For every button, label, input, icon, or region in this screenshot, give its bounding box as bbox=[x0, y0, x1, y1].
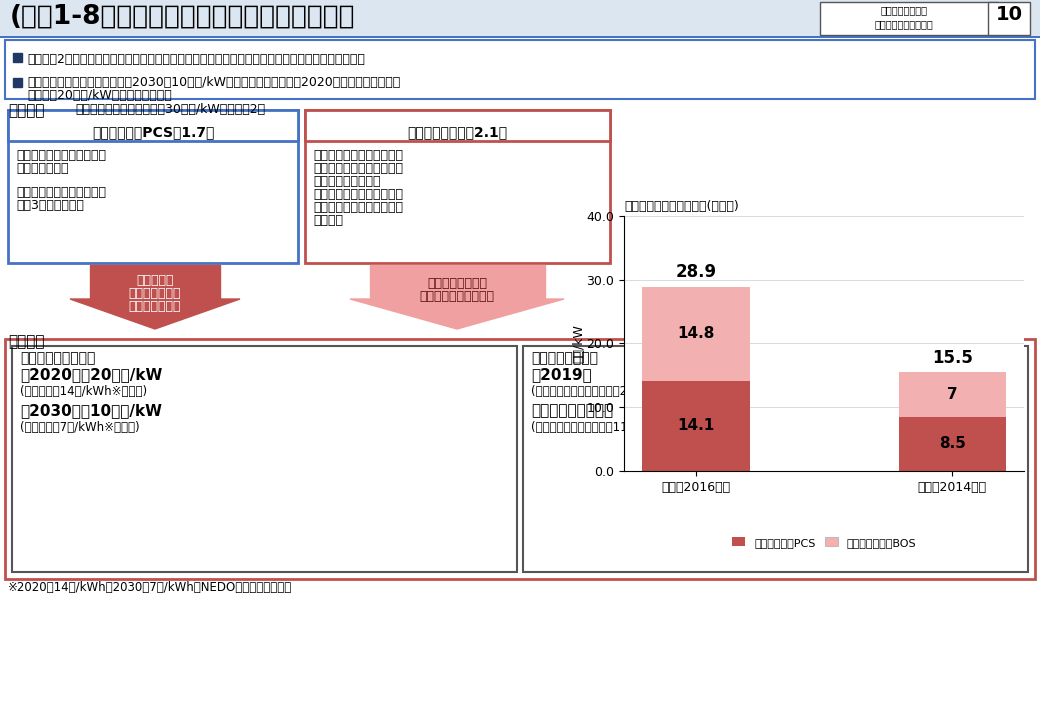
Bar bbox=[370, 265, 545, 299]
Text: 技術開発等により低減: 技術開発等により低減 bbox=[419, 290, 494, 303]
Text: 欧州の約2倍のシステム費用を大幅に引き下げ、市場価格水準をそれぞれ達成。　　　（＝自立化）: 欧州の約2倍のシステム費用を大幅に引き下げ、市場価格水準をそれぞれ達成。 （＝自… bbox=[27, 53, 365, 66]
Bar bbox=[90, 265, 220, 299]
Text: 地環境による工事・架台: 地環境による工事・架台 bbox=[313, 201, 404, 214]
Text: 費増。: 費増。 bbox=[313, 214, 343, 227]
Text: ＜住宅用太陽光＞: ＜住宅用太陽光＞ bbox=[531, 351, 598, 365]
Text: 工法等の最適化、: 工法等の最適化、 bbox=[427, 277, 487, 290]
Text: 28.9: 28.9 bbox=[675, 263, 717, 281]
Text: 30万円/kW: 30万円/kW bbox=[885, 367, 957, 382]
Text: も少なく、工法等が最適: も少なく、工法等が最適 bbox=[313, 162, 404, 175]
Text: ・住宅用は過剰な流通構造: ・住宅用は過剰な流通構造 bbox=[16, 186, 106, 199]
Y-axis label: 万円/kW: 万円/kW bbox=[572, 324, 586, 363]
Bar bbox=[305, 110, 610, 141]
Text: ・2019年: ・2019年 bbox=[531, 367, 592, 382]
Text: (売電価格が電力市場価格11円/kWh並み): (売電価格が電力市場価格11円/kWh並み) bbox=[531, 421, 683, 434]
Text: ・2020年、20万円/kW: ・2020年、20万円/kW bbox=[20, 367, 162, 382]
Text: 化されていない。: 化されていない。 bbox=[313, 175, 381, 188]
Text: ※2020年14円/kWh、2030年7円/kWhはNEDO技術開発戦略目標: ※2020年14円/kWh、2030年7円/kWhはNEDO技術開発戦略目標 bbox=[8, 581, 292, 594]
Text: ・日本特有の災害対応や土: ・日本特有の災害対応や土 bbox=[313, 188, 404, 201]
Text: 【目標】: 【目標】 bbox=[8, 334, 45, 349]
Text: い時期に20万円/kWの達成を目指す。: い時期に20万円/kWの達成を目指す。 bbox=[27, 89, 172, 102]
Polygon shape bbox=[70, 299, 240, 329]
Legend: モジュール・PCS, 工事費・架台・BOS: モジュール・PCS, 工事費・架台・BOS bbox=[728, 533, 920, 552]
Bar bbox=[988, 2, 1030, 35]
Text: ・出来るだけ早期に: ・出来るだけ早期に bbox=[531, 403, 614, 418]
Text: 7: 7 bbox=[947, 387, 958, 402]
Bar bbox=[0, 0, 1040, 36]
Bar bbox=[12, 346, 517, 572]
Text: ＜非住宅用太陽光＞: ＜非住宅用太陽光＞ bbox=[20, 351, 96, 365]
Bar bbox=[820, 2, 998, 35]
Text: (参肃1-8）太陽光発電のコスト低減イメージ: (参肃1-8）太陽光発電のコスト低減イメージ bbox=[10, 4, 356, 30]
Text: (売電価格が家庭用電力料金24円/kWh並み): (売電価格が家庭用電力料金24円/kWh並み) bbox=[531, 385, 691, 398]
Bar bbox=[305, 110, 610, 263]
Text: て3倍の価格差。: て3倍の価格差。 bbox=[16, 199, 84, 212]
Text: このため、非住宅については、2030年10万円/kW、住宅用については、2020年以降できるだけ早: このため、非住宅については、2030年10万円/kW、住宅用については、2020… bbox=[27, 76, 400, 89]
Bar bbox=[899, 417, 1007, 471]
Bar bbox=[5, 40, 1035, 99]
Text: 8.5: 8.5 bbox=[939, 436, 966, 452]
Polygon shape bbox=[350, 299, 564, 329]
Text: 10: 10 bbox=[995, 5, 1022, 24]
Text: ・国際流通商品でも内外価: ・国際流通商品でも内外価 bbox=[16, 149, 106, 162]
Bar bbox=[12, 53, 22, 62]
Text: 現行のシステム費用は、絀30万円/kWで欧州の2倍: 現行のシステム費用は、絀30万円/kWで欧州の2倍 bbox=[75, 103, 265, 116]
Bar bbox=[642, 287, 750, 381]
Text: 格差が存在。: 格差が存在。 bbox=[16, 162, 69, 175]
Bar bbox=[899, 372, 1007, 417]
Text: 国際価格に収敘: 国際価格に収敘 bbox=[129, 300, 181, 313]
Text: (発電コスト14円/kWh※に相当): (発電コスト14円/kWh※に相当) bbox=[20, 385, 147, 398]
Bar bbox=[642, 381, 750, 471]
Bar bbox=[523, 346, 1028, 572]
Text: 競争促進と: 競争促進と bbox=[136, 274, 174, 287]
Bar bbox=[8, 110, 298, 263]
Text: 工事費・架台等：2.1倍: 工事費・架台等：2.1倍 bbox=[407, 125, 508, 139]
Text: (発電コスト7円/kWh※に相当): (発電コスト7円/kWh※に相当) bbox=[20, 421, 139, 434]
Text: 20万円/kW: 20万円/kW bbox=[885, 403, 957, 418]
Text: 技術開発により: 技術開発により bbox=[129, 287, 181, 300]
Bar bbox=[12, 78, 22, 87]
Text: 【現状】: 【現状】 bbox=[8, 103, 45, 118]
Text: 太陽光発電競争力
強化研究会とりまとめ: 太陽光発電競争力 強化研究会とりまとめ bbox=[875, 5, 933, 29]
Text: 15.5: 15.5 bbox=[932, 349, 972, 367]
Text: ・太陽光専門の施工事業者: ・太陽光専門の施工事業者 bbox=[313, 149, 404, 162]
Text: 14.1: 14.1 bbox=[677, 418, 714, 434]
Text: 日欧のシステム費用比較(非住宅): 日欧のシステム費用比較(非住宅) bbox=[624, 200, 738, 213]
Text: モジュール・PCS：1.7倍: モジュール・PCS：1.7倍 bbox=[92, 125, 214, 139]
Bar bbox=[8, 110, 298, 141]
Bar bbox=[5, 339, 1035, 579]
Text: ・2030年、10万円/kW: ・2030年、10万円/kW bbox=[20, 403, 162, 418]
Text: 14.8: 14.8 bbox=[677, 326, 714, 342]
Bar bbox=[0, 36, 1040, 38]
